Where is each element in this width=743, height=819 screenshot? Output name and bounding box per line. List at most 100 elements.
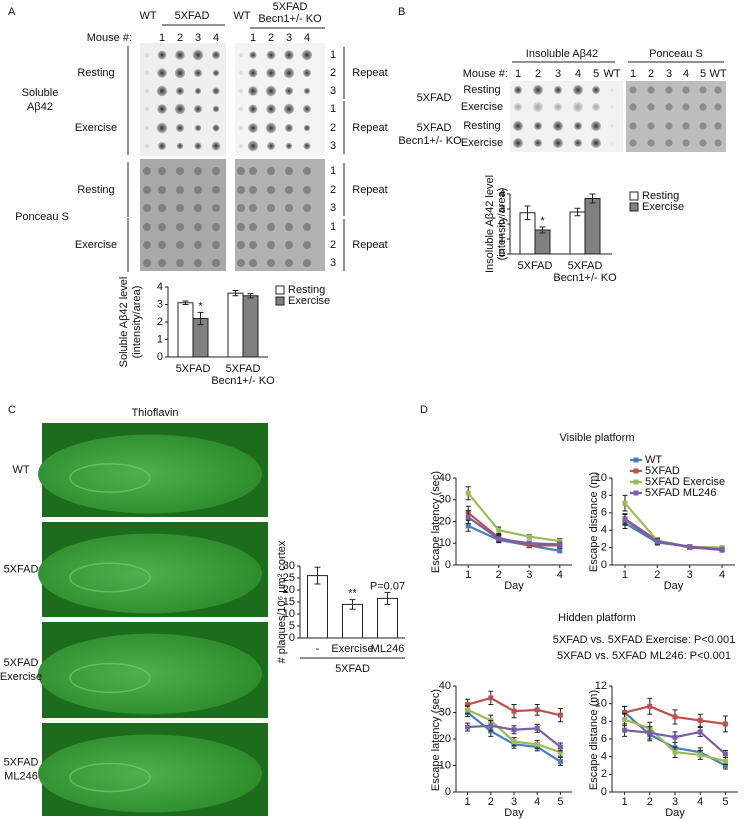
y-tick-label: 3	[157, 298, 163, 310]
blot-dot	[699, 139, 707, 147]
y-axis-label: Escape distance (m)	[588, 472, 600, 572]
y-tick-label: 6	[601, 733, 607, 745]
legend-swatch	[629, 191, 639, 201]
blot-dot	[174, 103, 186, 115]
point-marker	[496, 527, 502, 533]
label: Resting	[463, 84, 500, 96]
x-tick-label: 4	[719, 569, 725, 581]
blot-dot	[158, 259, 166, 267]
point-marker	[697, 729, 703, 735]
y-axis-label: Escape distance (m)	[588, 690, 600, 790]
blot-dot	[553, 121, 563, 131]
label: 3	[330, 140, 336, 152]
label: 5	[593, 68, 599, 80]
point-marker	[697, 717, 703, 723]
label: 4	[213, 32, 219, 44]
x-tick-label: 1	[465, 796, 471, 808]
y-tick-label: 15	[283, 596, 295, 608]
x-tick-label: 2	[496, 569, 502, 581]
legend-label: 5XFAD	[645, 465, 680, 477]
label: 1	[630, 68, 636, 80]
error-bar	[524, 205, 531, 220]
error-bar	[589, 193, 596, 204]
blot-dot	[573, 85, 583, 95]
label: 5XFAD	[4, 657, 39, 669]
blot-dot	[176, 186, 184, 194]
x-tick-label: 5XFAD	[176, 363, 211, 375]
label: 3	[666, 68, 672, 80]
x-axis-label: Day	[664, 580, 684, 592]
y-tick-label: 0	[289, 632, 295, 644]
blot-dot	[303, 259, 311, 267]
error-bar	[182, 300, 189, 305]
blot-dot	[533, 85, 543, 95]
y-tick-label: 4	[601, 751, 607, 763]
error-bar	[314, 566, 321, 585]
bar	[534, 229, 551, 255]
y-tick-label: 40	[439, 472, 451, 484]
y-tick-label: 30	[283, 560, 295, 572]
y-tick-label: 10	[439, 537, 451, 549]
x-tick-label: 2	[654, 569, 660, 581]
y-tick-label: 5	[289, 620, 295, 632]
label: 1	[250, 32, 256, 44]
series-line	[467, 516, 560, 546]
label: Exercise	[461, 137, 503, 149]
legend-swatch	[275, 296, 285, 306]
legend-label: Exercise	[642, 201, 684, 213]
blot	[235, 159, 325, 271]
point-marker	[622, 717, 628, 723]
blot-dot	[194, 167, 202, 175]
blot	[140, 43, 226, 156]
blot-dot	[192, 49, 204, 61]
blot-dot	[143, 204, 151, 212]
brain-section	[38, 734, 262, 813]
point-marker	[557, 541, 563, 547]
blot-dot	[266, 104, 276, 114]
label: Thioflavin	[131, 407, 178, 419]
label: 2	[330, 67, 336, 79]
blot-dot	[144, 52, 150, 58]
blot-dot	[647, 86, 655, 94]
y-tick-label: 12	[595, 680, 607, 692]
blot-dot	[176, 87, 184, 95]
y-axis-label: Escape latency (sec)	[430, 689, 442, 791]
label: 2	[330, 239, 336, 251]
label: Exercise	[0, 671, 42, 683]
y-tick-label: 30	[439, 706, 451, 718]
y-tick-label: 0	[445, 786, 451, 798]
blot-dot	[194, 204, 202, 212]
blot-dot	[267, 241, 275, 249]
x-axis-label: Day	[665, 807, 685, 819]
x-tick-label: 1	[465, 569, 471, 581]
blot-dot	[682, 86, 690, 94]
blot-dot	[267, 204, 275, 212]
error-bar	[197, 311, 204, 326]
label: 1	[330, 165, 336, 177]
y-tick-label: 10	[595, 698, 607, 710]
blot-dot	[238, 88, 244, 94]
blot-dot	[303, 105, 311, 113]
blot-dot	[629, 139, 637, 147]
label: Resting	[463, 120, 500, 132]
panel-label: C	[8, 404, 16, 416]
y-tick-label: 8	[601, 715, 607, 727]
label: 1	[515, 68, 521, 80]
point-marker	[622, 500, 628, 506]
legend-marker	[633, 468, 639, 474]
blot-dot	[303, 69, 311, 77]
blot-dot	[211, 141, 221, 151]
group-label: 5XFAD	[335, 663, 370, 675]
blot-dot	[699, 103, 707, 111]
blot-dot	[194, 124, 202, 132]
error-bar	[574, 207, 581, 217]
label: 4	[304, 32, 310, 44]
label: 5XFAD	[417, 92, 452, 104]
y-tick-label: 20	[439, 515, 451, 527]
y-tick-label: 4	[157, 281, 163, 293]
blot-dot	[267, 167, 275, 175]
blot-dot	[303, 142, 311, 150]
blot-dot	[212, 87, 220, 95]
blot-dot	[248, 123, 258, 133]
y-tick-label: 2	[601, 542, 607, 554]
